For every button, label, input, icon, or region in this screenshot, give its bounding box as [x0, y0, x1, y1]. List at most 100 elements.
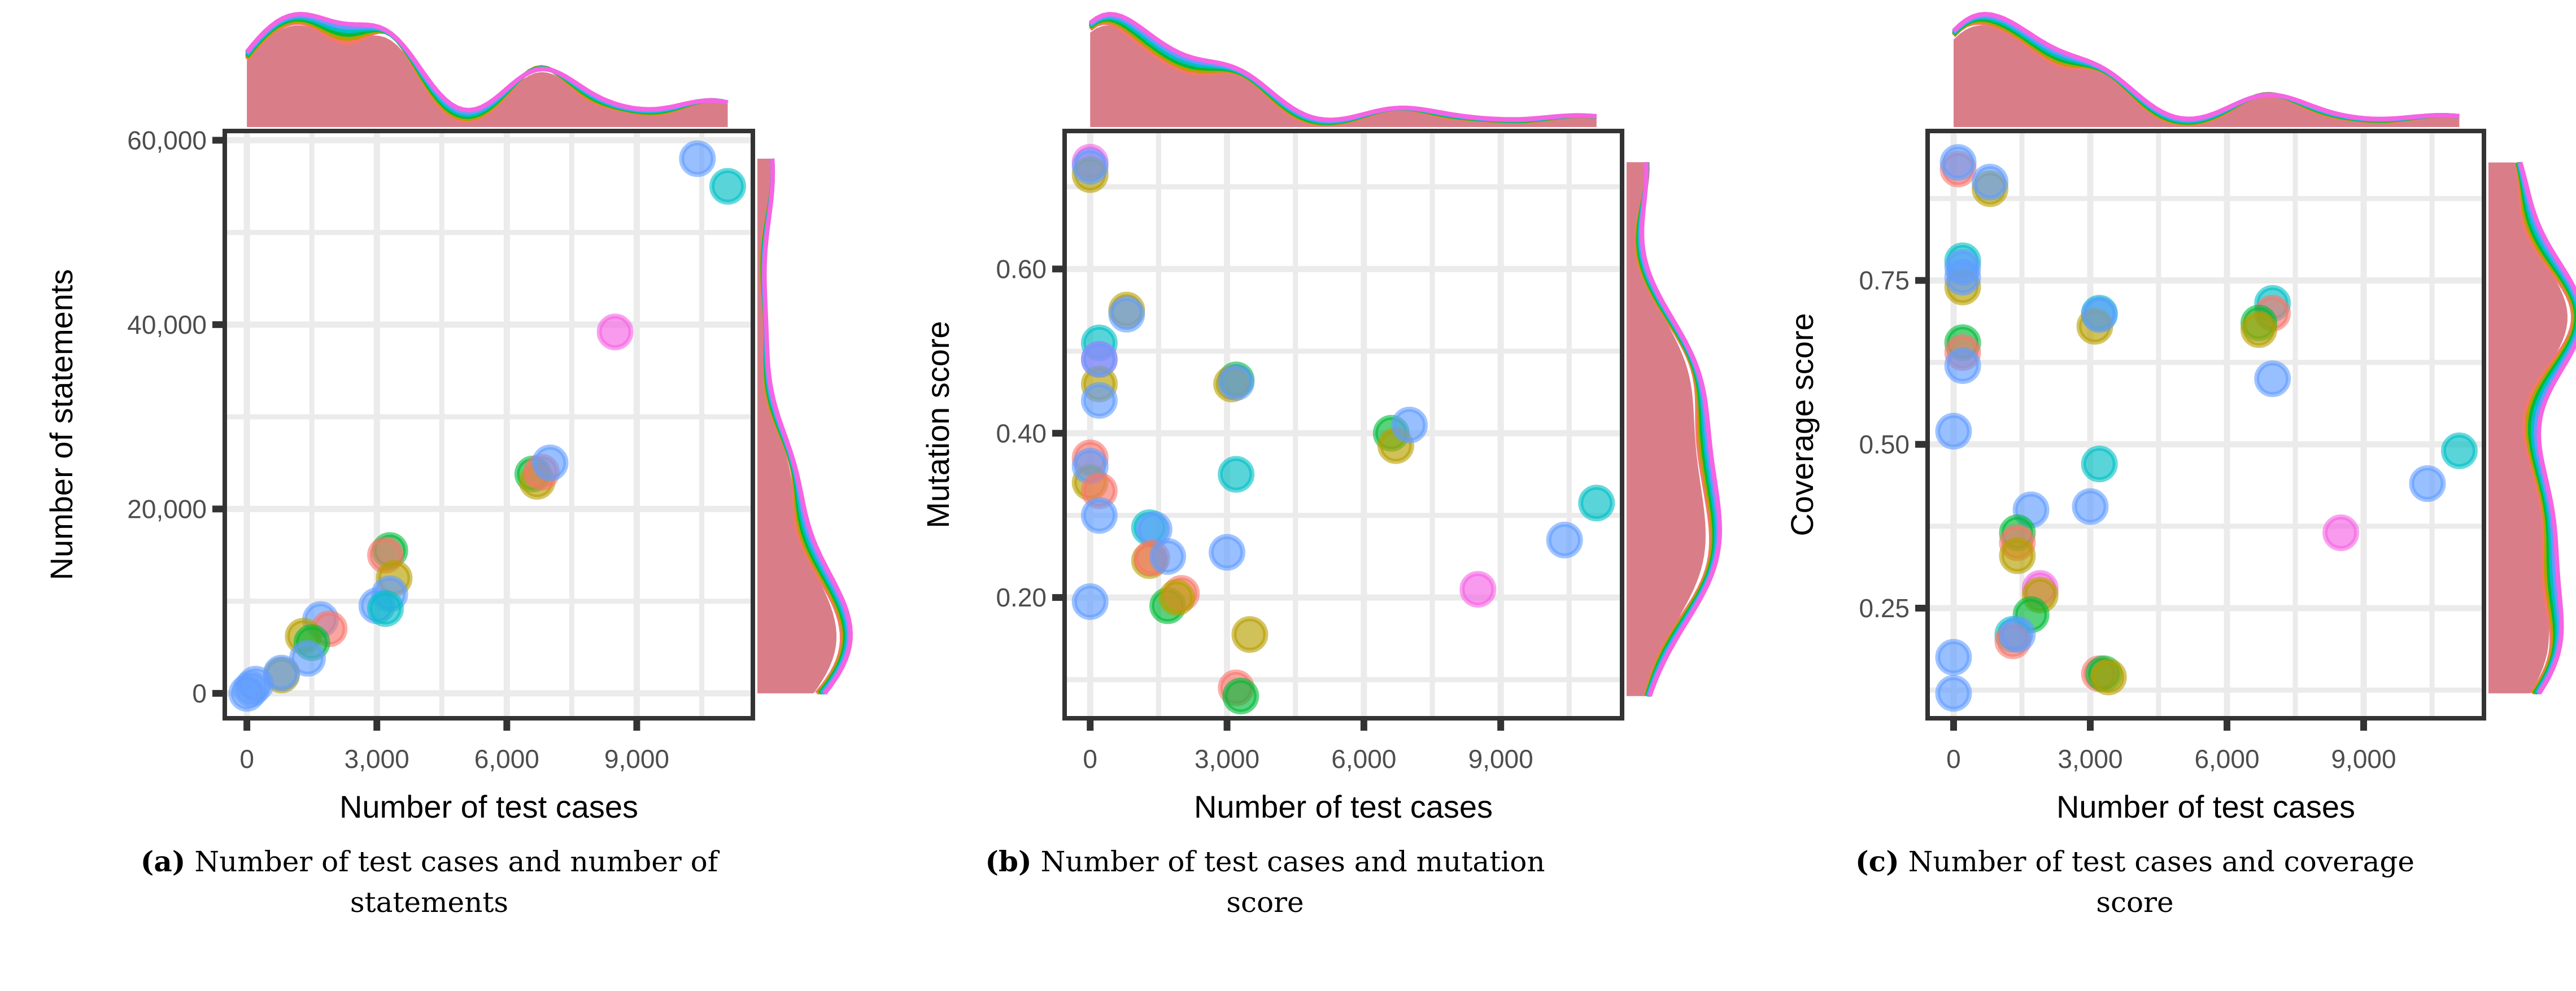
data-point — [2090, 658, 2127, 696]
data-point — [1108, 295, 1145, 333]
panel-a: 0 3,000 6,000 9,000 0 20,000 40,000 60,000 Numbe… — [43, 11, 853, 824]
top-density-area — [1953, 25, 2460, 127]
right-density-line — [2515, 161, 2576, 695]
top-density-line — [1088, 11, 1597, 123]
y-tick-label: 0.75 — [1859, 266, 1910, 295]
plot-background — [1065, 131, 1622, 718]
x-tick-label: 3,000 — [345, 744, 409, 774]
data-point — [1218, 456, 1255, 493]
data-point — [1071, 148, 1109, 185]
y-tick-label: 0.20 — [996, 583, 1047, 612]
data-point — [1218, 364, 1255, 401]
data-point — [1080, 382, 1118, 419]
caption-text: Number of test cases and coverage score — [1899, 845, 2415, 919]
x-axis-title: Number of test cases — [2056, 789, 2355, 824]
data-point — [1080, 497, 1118, 534]
data-point — [2240, 311, 2277, 348]
data-point — [1935, 413, 1972, 450]
x-axis-title: Number of test cases — [339, 789, 638, 824]
x-tick-label: 9,000 — [2331, 744, 2396, 774]
data-point — [1080, 340, 1118, 378]
data-point — [2072, 488, 2109, 525]
caption-text: Number of test cases and number of state… — [185, 845, 718, 919]
data-point — [1222, 678, 1259, 715]
y-tick-label: 0.50 — [1859, 430, 1910, 459]
data-point — [1999, 615, 2036, 653]
x-tick-label: 3,000 — [1195, 744, 1259, 774]
data-point — [367, 590, 404, 627]
data-point — [1209, 534, 1246, 571]
x-axis-title: Number of test cases — [1194, 789, 1493, 824]
x-tick-label: 6,000 — [2194, 744, 2259, 774]
plot-border — [1925, 129, 2486, 721]
right-density-line — [1640, 162, 1723, 697]
y-tick-label: 40,000 — [127, 310, 207, 339]
top-density-line — [245, 11, 729, 113]
caption-c: (c) Number of test cases and coverage sc… — [1824, 841, 2446, 923]
data-point — [1935, 639, 1972, 676]
caption-b: (b) Number of test cases and mutation sc… — [954, 841, 1576, 923]
data-point — [679, 140, 716, 177]
data-point — [2322, 514, 2360, 552]
data-point — [2081, 296, 2118, 333]
data-point — [531, 444, 569, 482]
right-density-area — [1627, 162, 1706, 696]
right-density-line — [2518, 161, 2576, 695]
right-density-line — [762, 158, 853, 695]
x-tick-label: 0 — [1083, 744, 1097, 774]
plot-border — [1062, 129, 1624, 721]
data-point — [1999, 537, 2036, 574]
x-tick-label: 9,000 — [1468, 744, 1533, 774]
panel-b: 0 3,000 6,000 9,000 0.20 0.40 0.60 Number of te… — [920, 11, 1723, 824]
data-point — [2409, 465, 2446, 502]
y-tick-label: 0 — [192, 679, 207, 708]
right-density-line — [2516, 161, 2576, 695]
data-point — [1459, 571, 1497, 608]
data-point — [2254, 360, 2291, 398]
right-density-line — [2516, 161, 2576, 695]
data-point — [1578, 484, 1615, 522]
data-point — [709, 168, 747, 205]
top-density-line — [1952, 11, 2460, 121]
caption-letter: (a) — [140, 845, 186, 878]
y-tick-label: 20,000 — [127, 494, 207, 523]
y-tick-label: 0.40 — [996, 418, 1047, 448]
data-point — [2081, 446, 2118, 483]
top-density-area — [1090, 25, 1597, 127]
right-density-area — [2488, 162, 2568, 693]
panel-c: 0 3,000 6,000 9,000 0.25 0.50 0.75 Number of te… — [1784, 11, 2576, 824]
data-point — [1972, 164, 2009, 201]
data-point — [1231, 616, 1269, 653]
right-density-line — [2514, 161, 2576, 695]
data-point — [1944, 259, 1981, 296]
right-density-area — [757, 158, 836, 693]
x-tick-label: 9,000 — [604, 744, 669, 774]
data-point — [1391, 407, 1428, 444]
data-point — [1939, 144, 1977, 181]
x-tick-label: 0 — [1946, 744, 1961, 774]
y-axis-title: Coverage score — [1784, 313, 1820, 536]
y-tick-label: 60,000 — [127, 125, 207, 155]
data-point — [1158, 579, 1196, 616]
x-tick-label: 0 — [239, 744, 254, 774]
data-point — [2440, 432, 2478, 469]
data-point — [1149, 538, 1187, 575]
y-tick-label: 0.25 — [1859, 593, 1910, 623]
caption-a: (a) Number of test cases and number of s… — [119, 841, 740, 923]
y-tick-label: 0.60 — [996, 254, 1047, 283]
caption-letter: (b) — [985, 845, 1032, 878]
x-tick-label: 6,000 — [1331, 744, 1396, 774]
caption-text: Number of test cases and mutation score — [1031, 845, 1545, 919]
top-density-area — [247, 25, 728, 127]
x-tick-label: 3,000 — [2058, 744, 2122, 774]
y-axis-title: Number of statements — [43, 269, 79, 580]
data-point — [1071, 583, 1109, 620]
x-tick-label: 6,000 — [474, 744, 539, 774]
data-point — [228, 675, 265, 712]
plot-border — [223, 129, 755, 721]
right-density-line — [2517, 161, 2576, 695]
data-point — [1546, 521, 1583, 558]
data-point — [1944, 347, 1981, 385]
caption-letter: (c) — [1855, 845, 1899, 878]
